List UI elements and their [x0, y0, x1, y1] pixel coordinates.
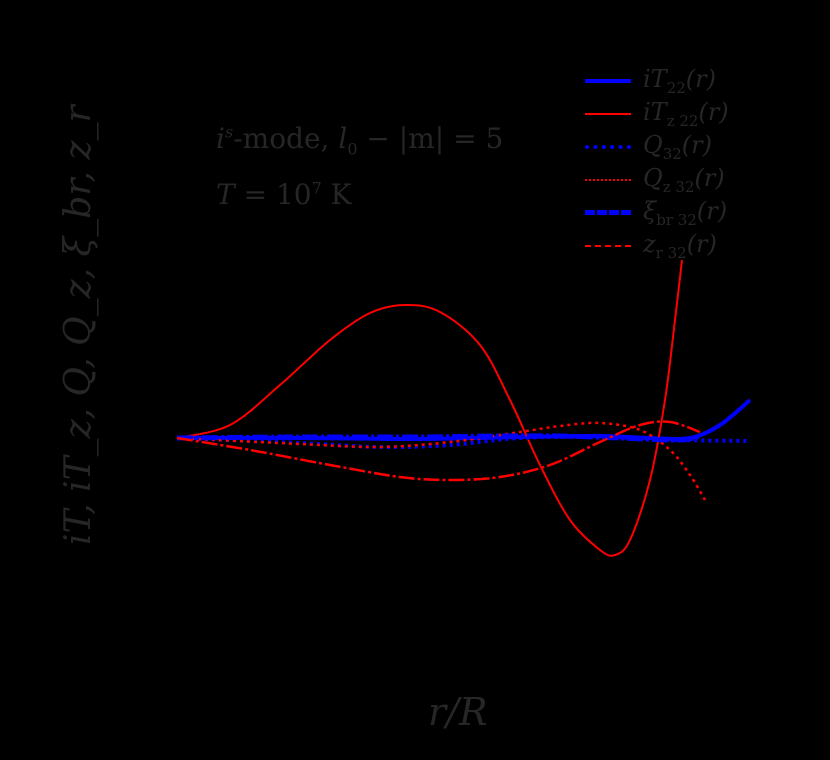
legend-line-swatch — [585, 178, 631, 181]
legend: iT22(r) iTz 22(r) Q32(r) Qz 32(r) ξbr 32(r) z… — [585, 64, 729, 262]
legend-line-swatch — [585, 210, 631, 215]
legend-item: zr 32(r) — [585, 229, 729, 262]
legend-item: ξbr 32(r) — [585, 196, 729, 229]
y-axis-label: iT, iT_z, Q, Q_z, ξ_br, z_r — [58, 105, 99, 545]
legend-line-swatch — [585, 244, 631, 247]
legend-label: iT22(r) — [643, 64, 716, 97]
legend-label: ξbr 32(r) — [643, 196, 728, 229]
legend-item: Qz 32(r) — [585, 163, 729, 196]
legend-label: iTz 22(r) — [643, 97, 729, 130]
legend-line-swatch — [585, 144, 631, 149]
annotation-temperature: T = 107 K — [216, 178, 352, 211]
curves — [176, 259, 752, 557]
legend-label: Q32(r) — [643, 130, 712, 163]
series-zr32r — [176, 420, 701, 482]
legend-line-swatch — [585, 78, 631, 83]
series-br32r — [176, 433, 701, 443]
legend-item: iT22(r) — [585, 64, 729, 97]
series-q32r — [176, 434, 751, 450]
legend-item: Q32(r) — [585, 130, 729, 163]
annotation-mode: is-mode, l0 − |m| = 5 — [216, 122, 504, 159]
legend-label: Qz 32(r) — [643, 163, 725, 196]
x-axis-label: r/R — [428, 690, 488, 734]
series-itz22r — [176, 259, 683, 557]
legend-item: iTz 22(r) — [585, 97, 729, 130]
legend-label: zr 32(r) — [643, 229, 717, 262]
series-qz32r — [176, 421, 707, 501]
legend-line-swatch — [585, 112, 631, 115]
